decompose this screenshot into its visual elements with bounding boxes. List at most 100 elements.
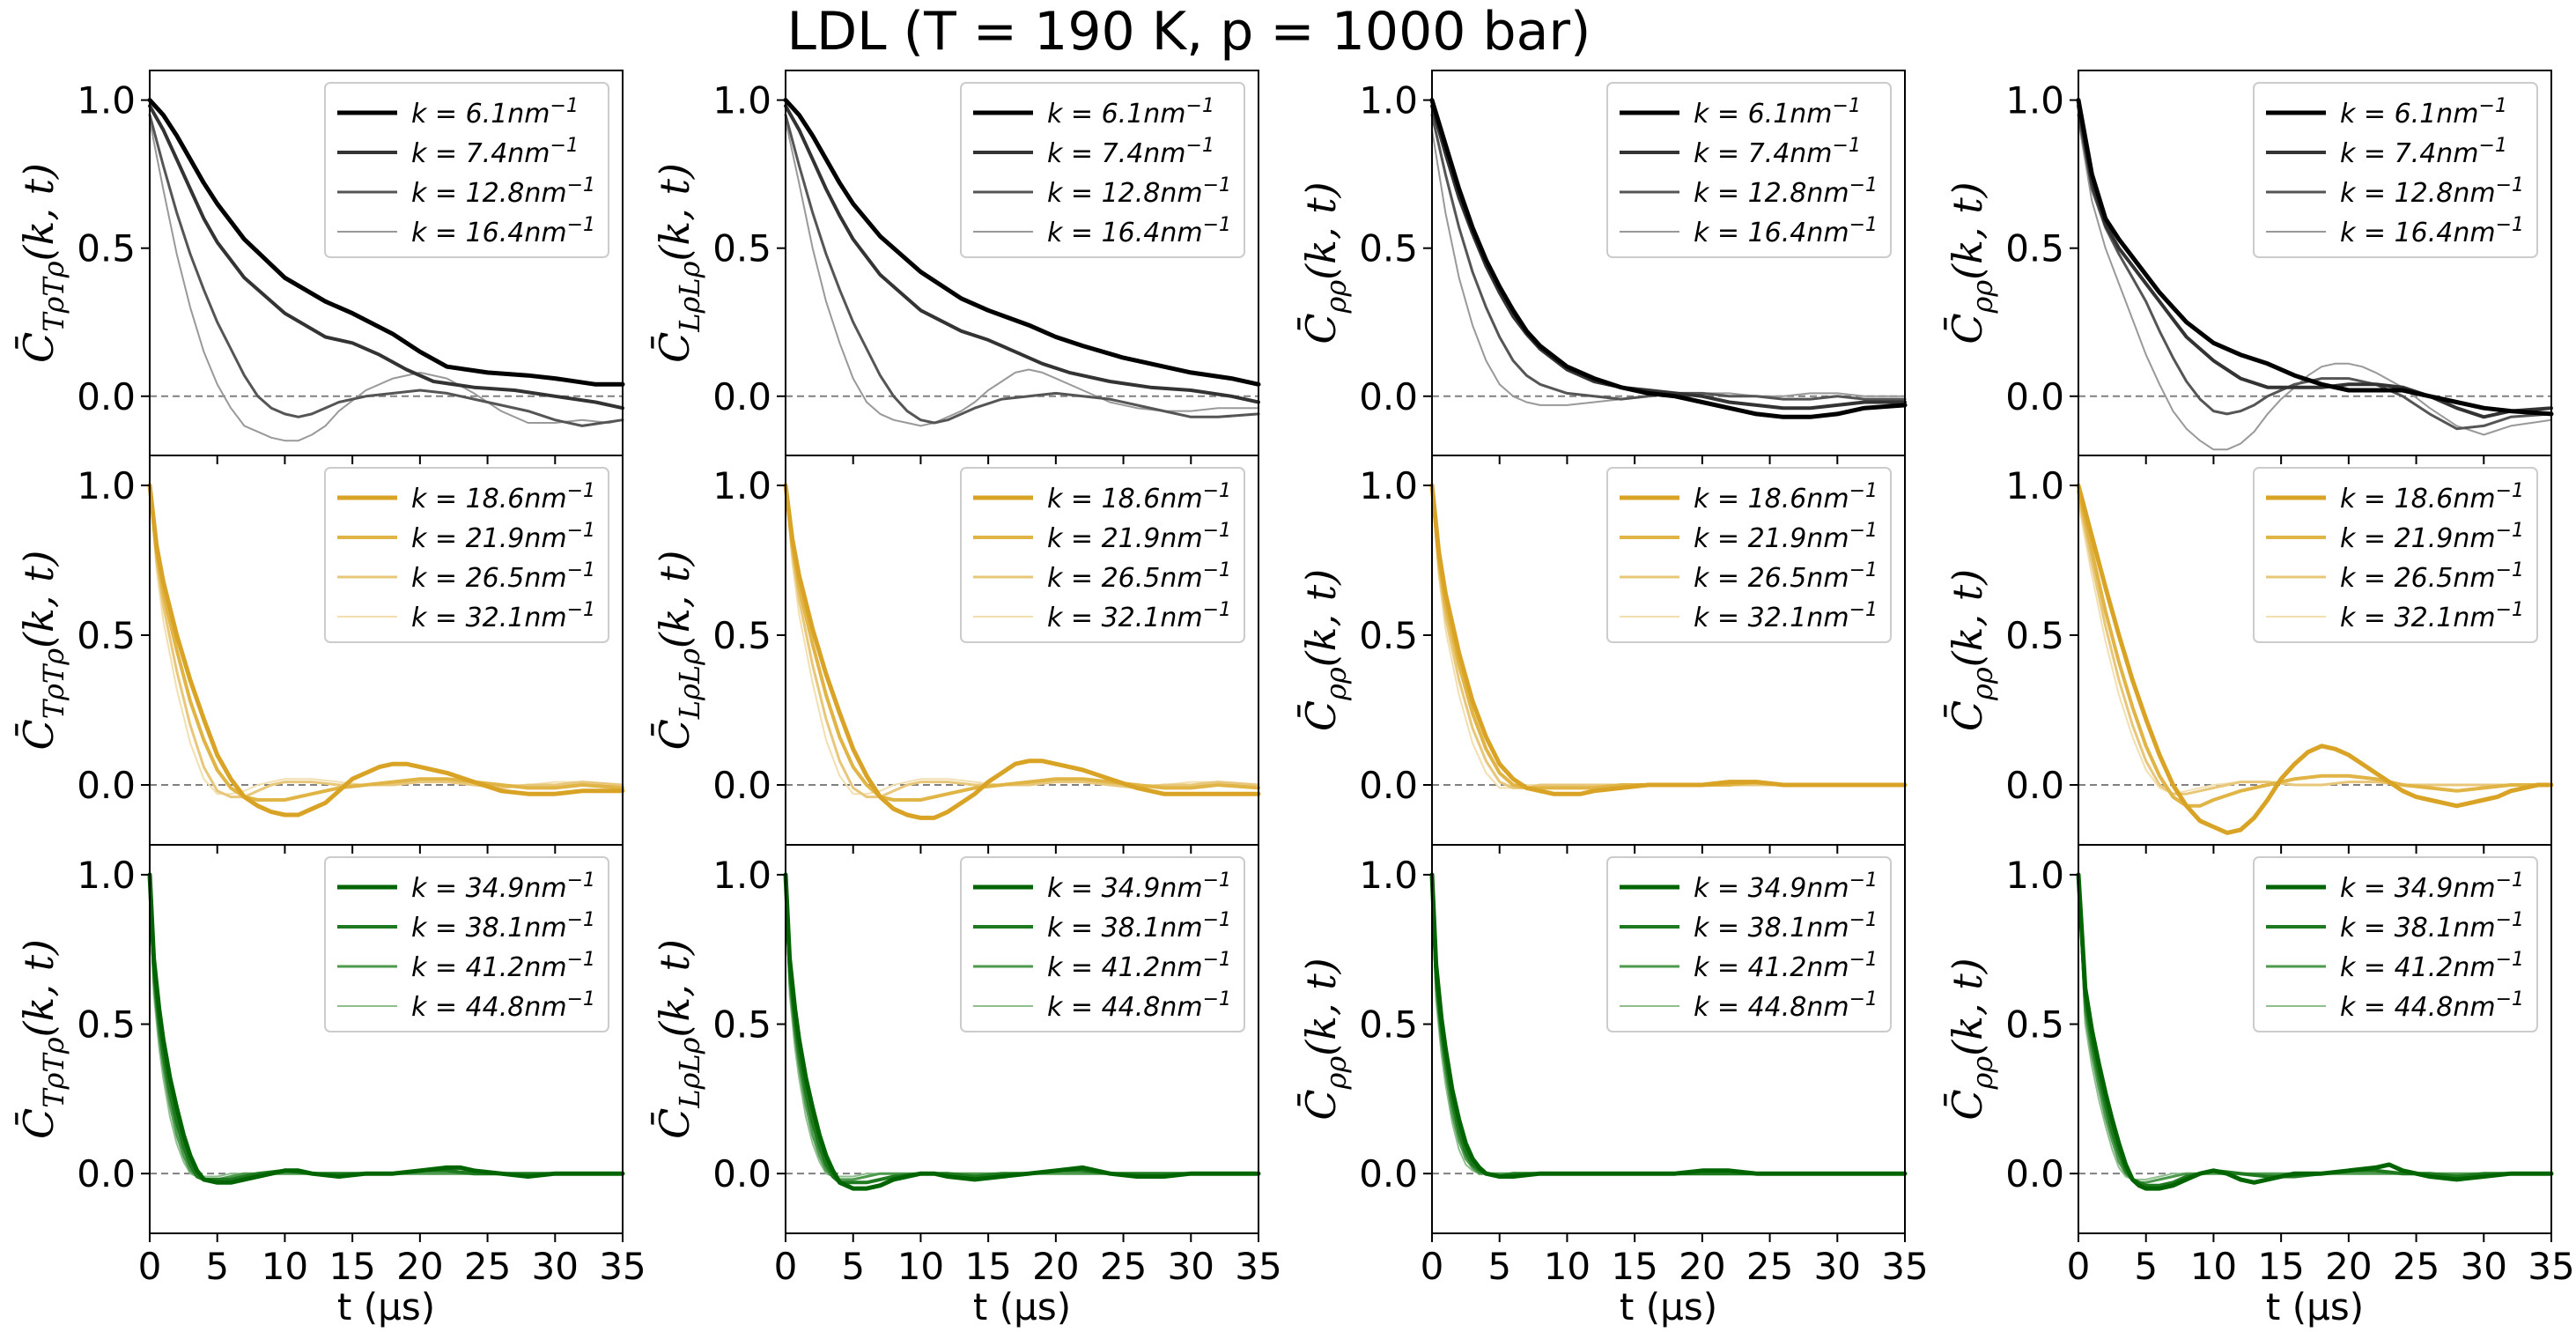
legend-label-2: k = 21.9nm−1 xyxy=(1694,520,1878,554)
series-line-3 xyxy=(2077,496,2553,796)
y-tick-label: 0.5 xyxy=(2005,614,2064,657)
y-axis-label: C̄ρρ(k, t) xyxy=(1296,569,1353,731)
series-line-2 xyxy=(784,104,1260,404)
x-tick-label: 0 xyxy=(2067,1245,2091,1288)
legend: k = 18.6nm−1 k = 21.9nm−1 k = 26.5nm−1 k = … xyxy=(2253,467,2538,643)
x-tick-label: 30 xyxy=(1814,1245,1861,1288)
series-line-4 xyxy=(149,120,624,442)
legend-label-3: k = 26.5nm−1 xyxy=(2340,559,2524,594)
x-tick-label: 15 xyxy=(2257,1245,2304,1288)
legend-label-2: k = 21.9nm−1 xyxy=(411,520,595,554)
legend-box xyxy=(324,856,609,1032)
x-tick-label: 30 xyxy=(2461,1245,2507,1288)
legend: k = 6.1nm−1 k = 7.4nm−1 k = 12.8nm−1 k = 16… xyxy=(2253,82,2538,258)
y-tick-label: 1.0 xyxy=(77,854,136,897)
x-tick-label: 25 xyxy=(464,1245,511,1288)
legend-label-1: k = 34.9nm−1 xyxy=(2340,870,2524,904)
legend: k = 6.1nm−1 k = 7.4nm−1 k = 12.8nm−1 k = 16… xyxy=(1606,82,1892,258)
y-tick-label: 0.5 xyxy=(1359,227,1418,270)
y-axis-label: C̄TρTρ(k, t) xyxy=(14,550,70,750)
series-line-1 xyxy=(147,872,625,1185)
legend-label-4: k = 16.4nm−1 xyxy=(1694,214,1878,248)
legend-label-3: k = 41.2nm−1 xyxy=(2340,949,2524,983)
legend-label-2: k = 7.4nm−1 xyxy=(1047,135,1214,169)
series-line-1 xyxy=(2076,872,2554,1191)
legend-label-2: k = 21.9nm−1 xyxy=(2340,520,2524,554)
series-line-3 xyxy=(1430,113,1907,401)
legend-label-2: k = 38.1nm−1 xyxy=(1047,909,1231,944)
x-tick-label: 15 xyxy=(1611,1245,1657,1288)
legend-box xyxy=(1606,467,1892,643)
legend: k = 34.9nm−1 k = 38.1nm−1 k = 41.2nm−1 k = … xyxy=(1606,856,1892,1032)
series-line-2 xyxy=(2077,489,2553,808)
x-tick-label: 5 xyxy=(841,1245,865,1288)
y-tick-label: 0.5 xyxy=(712,227,771,270)
legend-label-1: k = 6.1nm−1 xyxy=(1694,95,1861,130)
legend-label-1: k = 18.6nm−1 xyxy=(1047,480,1231,514)
axes-frame xyxy=(2078,844,2552,1234)
legend-box xyxy=(960,467,1245,643)
y-tick-label: 1.0 xyxy=(712,464,771,507)
axes-frame xyxy=(1431,844,1906,1234)
legend: k = 34.9nm−1 k = 38.1nm−1 k = 41.2nm−1 k = … xyxy=(960,856,1245,1032)
y-tick-label: 1.0 xyxy=(2005,464,2064,507)
series-line-3 xyxy=(148,484,624,799)
x-tick-label: 35 xyxy=(1235,1245,1281,1288)
x-tick-label: 20 xyxy=(2325,1245,2372,1288)
legend-label-4: k = 32.1nm−1 xyxy=(411,599,595,633)
series-line-1 xyxy=(2076,483,2554,835)
panel-r0-c2: 1.0 0.5 0.0C̄ρρ(k, t) k = 6.1nm−1 k = 7.4nm−… xyxy=(1296,70,1908,464)
y-axis-label: C̄LρLρ(k, t) xyxy=(650,939,706,1139)
x-tick-label: 10 xyxy=(897,1245,944,1288)
y-tick-label: 1.0 xyxy=(2005,854,2064,897)
x-tick-label: 10 xyxy=(1544,1245,1591,1288)
legend-box xyxy=(324,82,609,258)
axes-frame xyxy=(149,844,624,1234)
y-tick-label: 0.0 xyxy=(712,1152,771,1195)
x-tick-label: 0 xyxy=(1421,1245,1444,1288)
y-tick-label: 0.5 xyxy=(77,614,136,657)
y-axis-label: C̄ρρ(k, t) xyxy=(1943,958,1999,1120)
series-line-2 xyxy=(2077,104,2553,419)
series-line-2 xyxy=(148,104,624,411)
panel-r1-c1: 1.0 0.5 0.0C̄LρLρ(k, t) k = 18.6nm−1 k = 21.… xyxy=(650,455,1261,854)
y-tick-label: 1.0 xyxy=(712,79,771,122)
panel-r0-c3: 1.0 0.5 0.0C̄ρρ(k, t) k = 6.1nm−1 k = 7.4nm−… xyxy=(1943,70,2554,464)
x-tick-label: 30 xyxy=(1168,1245,1214,1288)
y-tick-label: 0.5 xyxy=(1359,1003,1418,1047)
legend-label-4: k = 16.4nm−1 xyxy=(411,214,595,248)
legend-label-4: k = 16.4nm−1 xyxy=(2340,214,2524,248)
y-tick-label: 0.0 xyxy=(77,375,136,418)
y-tick-label: 1.0 xyxy=(77,79,136,122)
legend: k = 18.6nm−1 k = 21.9nm−1 k = 26.5nm−1 k = … xyxy=(324,467,609,643)
y-tick-label: 0.0 xyxy=(1359,375,1418,418)
panel-r0-c1: 1.0 0.5 0.0C̄LρLρ(k, t) k = 6.1nm−1 k = 7.4n… xyxy=(650,70,1261,464)
y-tick-label: 1.0 xyxy=(77,464,136,507)
y-tick-label: 1.0 xyxy=(1359,464,1418,507)
legend: k = 6.1nm−1 k = 7.4nm−1 k = 12.8nm−1 k = 16… xyxy=(960,82,1245,258)
y-tick-label: 0.0 xyxy=(712,764,771,807)
x-tick-label: 0 xyxy=(138,1245,162,1288)
legend-label-4: k = 32.1nm−1 xyxy=(1694,599,1878,633)
series-line-1 xyxy=(147,98,625,387)
legend-box xyxy=(324,467,609,643)
series-line-4 xyxy=(1431,129,1906,406)
y-tick-label: 0.0 xyxy=(2005,764,2064,807)
y-tick-label: 0.0 xyxy=(712,375,771,418)
legend-label-2: k = 38.1nm−1 xyxy=(411,909,595,944)
legend-label-2: k = 21.9nm−1 xyxy=(1047,520,1231,554)
panels-grid: 1.00.50.0C̄TρTρ(k, t)k = 6.1nm−1k = 7.4n… xyxy=(14,70,2575,1328)
y-axis-label: C̄LρLρ(k, t) xyxy=(650,163,706,363)
y-tick-label: 0.0 xyxy=(77,764,136,807)
legend: k = 18.6nm−1 k = 21.9nm−1 k = 26.5nm−1 k = … xyxy=(960,467,1245,643)
legend-label-3: k = 26.5nm−1 xyxy=(1694,559,1878,594)
legend-label-2: k = 38.1nm−1 xyxy=(1694,909,1878,944)
y-axis-label: C̄TρTρ(k, t) xyxy=(14,163,70,363)
y-axis-label: C̄LρLρ(k, t) xyxy=(650,551,706,751)
legend-label-1: k = 6.1nm−1 xyxy=(1047,95,1214,130)
y-axis-label: C̄TρTρ(k, t) xyxy=(14,939,70,1139)
series-line-3 xyxy=(148,113,624,427)
y-tick-label: 1.0 xyxy=(1359,79,1418,122)
legend-label-4: k = 44.8nm−1 xyxy=(411,988,595,1023)
figure-title: LDL (T = 190 K, p = 1000 bar) xyxy=(787,1,1591,63)
